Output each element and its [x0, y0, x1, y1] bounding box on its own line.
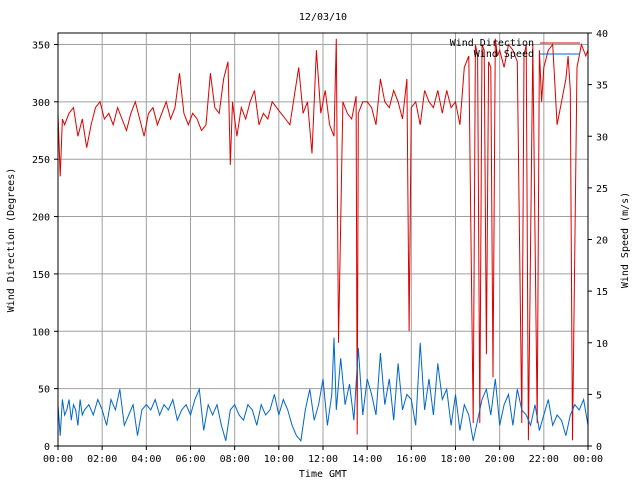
y-right-tick-label: 0 [596, 442, 602, 453]
legend: Wind Direction Wind Speed [450, 38, 580, 60]
legend-label-direction: Wind Direction [450, 38, 534, 49]
x-axis-label: Time GMT [299, 469, 347, 480]
x-tick-label: 04:00 [131, 454, 161, 465]
x-tick-label: 22:00 [529, 454, 559, 465]
y-right-tick-label: 15 [596, 287, 608, 298]
x-tick-label: 10:00 [264, 454, 294, 465]
x-tick-label: 00:00 [43, 454, 73, 465]
x-tick-label: 02:00 [87, 454, 117, 465]
y-left-tick-label: 200 [32, 213, 50, 224]
y-right-tick-label: 25 [596, 184, 608, 195]
axis-ticks: 00:00 02:00 04:00 06:00 08:00 10:00 12:00 14:00… [32, 29, 608, 465]
x-tick-label: 12:00 [308, 454, 338, 465]
y-right-tick-label: 30 [596, 132, 608, 143]
y-left-tick-label: 100 [32, 327, 50, 338]
y-right-tick-label: 35 [596, 81, 608, 92]
y-right-tick-label: 40 [596, 29, 608, 40]
y-left-tick-label: 250 [32, 155, 50, 166]
y-right-tick-label: 20 [596, 236, 608, 247]
y-left-tick-label: 50 [38, 385, 50, 396]
legend-label-speed: Wind Speed [474, 49, 534, 60]
y-left-tick-label: 300 [32, 98, 50, 109]
x-tick-label: 08:00 [220, 454, 250, 465]
series-lines [57, 38, 589, 442]
x-tick-label: 18:00 [440, 454, 470, 465]
y-left-tick-label: 150 [32, 270, 50, 281]
y-right-axis-label: Wind Speed (m/s) [620, 192, 631, 288]
chart-title: 12/03/10 [299, 12, 347, 23]
wind-speed-line [57, 337, 589, 442]
y-right-tick-label: 10 [596, 339, 608, 350]
x-tick-label: 00:00 [573, 454, 603, 465]
x-tick-label: 06:00 [175, 454, 205, 465]
y-left-tick-label: 0 [44, 442, 50, 453]
x-tick-label: 20:00 [485, 454, 515, 465]
y-left-tick-label: 350 [32, 40, 50, 51]
wind-direction-line [57, 38, 589, 441]
y-left-axis-label: Wind Direction (Degrees) [6, 168, 17, 313]
x-tick-label: 16:00 [396, 454, 426, 465]
x-tick-label: 14:00 [352, 454, 382, 465]
y-right-tick-label: 5 [596, 390, 602, 401]
